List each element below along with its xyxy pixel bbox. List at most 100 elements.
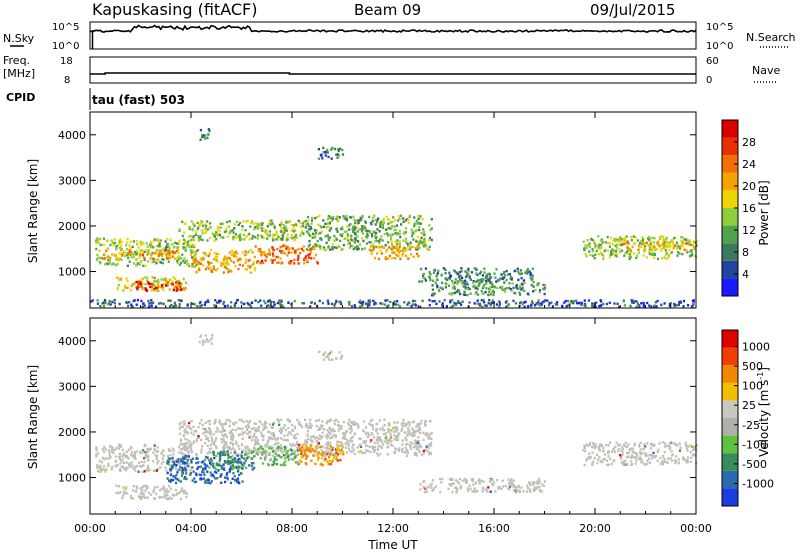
range-gate-cell bbox=[229, 481, 232, 485]
range-gate-cell bbox=[650, 442, 653, 446]
range-gate-cell bbox=[192, 470, 195, 473]
range-gate-cell bbox=[481, 490, 484, 493]
range-gate-cell bbox=[150, 253, 153, 256]
range-gate-cell bbox=[197, 461, 200, 464]
range-gate-cell bbox=[380, 446, 384, 450]
range-gate-cell bbox=[147, 249, 150, 252]
range-gate-cell bbox=[195, 438, 199, 441]
range-gate-cell bbox=[197, 235, 200, 238]
range-gate-cell bbox=[668, 444, 671, 447]
range-gate-cell bbox=[635, 456, 638, 459]
range-gate-cell bbox=[388, 423, 391, 426]
range-gate-cell bbox=[378, 241, 381, 245]
range-gate-cell bbox=[146, 251, 149, 255]
range-gate-cell bbox=[506, 304, 510, 307]
range-gate-cell bbox=[636, 239, 639, 242]
range-gate-cell bbox=[512, 489, 515, 492]
nave-tick-bottom: 0 bbox=[706, 75, 712, 86]
range-gate-cell bbox=[104, 263, 107, 266]
range-gate-cell bbox=[461, 276, 464, 280]
range-gate-cell bbox=[379, 452, 382, 456]
range-gate-cell bbox=[411, 442, 414, 445]
range-gate-cell bbox=[498, 300, 501, 303]
range-gate-cell bbox=[375, 430, 378, 433]
range-gate-cell bbox=[529, 483, 532, 487]
range-gate-cell bbox=[185, 430, 188, 434]
range-gate-cell bbox=[260, 253, 263, 257]
range-gate-cell bbox=[310, 247, 314, 250]
range-gate-cell bbox=[321, 431, 324, 434]
range-gate-cell bbox=[183, 446, 186, 450]
range-gate-cell bbox=[411, 427, 414, 430]
range-gate-cell bbox=[126, 492, 129, 495]
range-gate-cell bbox=[175, 464, 178, 467]
range-gate-cell bbox=[305, 440, 308, 444]
range-gate-cell bbox=[121, 455, 124, 458]
range-gate-cell bbox=[392, 302, 396, 306]
range-gate-cell bbox=[354, 237, 357, 240]
range-gate-cell bbox=[368, 445, 371, 449]
range-gate-cell bbox=[588, 245, 592, 249]
range-gate-cell bbox=[349, 431, 352, 434]
range-gate-cell bbox=[147, 260, 150, 263]
range-gate-cell bbox=[518, 489, 521, 492]
range-gate-cell bbox=[176, 282, 179, 285]
range-gate-cell bbox=[178, 302, 181, 306]
range-gate-cell bbox=[176, 458, 179, 461]
range-gate-cell bbox=[642, 305, 645, 308]
range-gate-cell bbox=[377, 245, 380, 248]
range-gate-cell bbox=[441, 304, 444, 308]
range-gate-cell bbox=[633, 252, 636, 255]
y-tick-label: 4000 bbox=[58, 129, 86, 142]
range-gate-cell bbox=[346, 242, 349, 246]
range-gate-cell bbox=[427, 446, 430, 449]
range-gate-cell bbox=[458, 478, 461, 481]
range-gate-cell bbox=[236, 427, 240, 430]
range-gate-cell bbox=[370, 439, 373, 442]
range-gate-cell bbox=[630, 463, 633, 467]
range-gate-cell bbox=[430, 486, 433, 489]
range-gate-cell bbox=[179, 440, 182, 443]
range-gate-cell bbox=[235, 461, 238, 464]
range-gate-cell bbox=[125, 469, 128, 472]
range-gate-cell bbox=[209, 471, 212, 474]
range-gate-cell bbox=[183, 466, 186, 469]
range-gate-cell bbox=[373, 450, 376, 453]
range-gate-cell bbox=[241, 431, 244, 434]
range-gate-cell bbox=[379, 249, 382, 252]
range-gate-cell bbox=[116, 288, 119, 291]
range-gate-cell bbox=[166, 237, 169, 241]
range-gate-cell bbox=[621, 446, 624, 449]
range-gate-cell bbox=[642, 303, 646, 306]
range-gate-cell bbox=[616, 302, 619, 305]
range-gate-cell bbox=[340, 302, 343, 306]
range-gate-cell bbox=[271, 247, 274, 250]
range-gate-cell bbox=[413, 439, 416, 442]
range-gate-cell bbox=[423, 421, 426, 424]
range-gate-cell bbox=[275, 442, 278, 445]
range-gate-cell bbox=[171, 243, 174, 246]
range-gate-cell bbox=[150, 493, 153, 496]
range-gate-cell bbox=[428, 276, 432, 280]
range-gate-cell bbox=[375, 439, 378, 442]
range-gate-cell bbox=[480, 280, 483, 283]
range-gate-cell bbox=[186, 241, 189, 244]
range-gate-cell bbox=[178, 422, 181, 426]
range-gate-cell bbox=[648, 250, 651, 253]
range-gate-cell bbox=[242, 220, 245, 223]
range-gate-cell bbox=[353, 304, 356, 307]
range-gate-cell bbox=[346, 236, 349, 239]
range-gate-cell bbox=[234, 458, 237, 462]
range-gate-cell bbox=[384, 256, 387, 259]
range-gate-cell bbox=[610, 236, 613, 239]
range-gate-cell bbox=[290, 444, 293, 448]
range-gate-cell bbox=[193, 244, 196, 247]
range-gate-cell bbox=[663, 240, 666, 244]
range-gate-cell bbox=[513, 484, 516, 487]
range-gate-cell bbox=[593, 445, 596, 448]
range-gate-cell bbox=[163, 249, 166, 252]
range-gate-cell bbox=[626, 252, 629, 255]
range-gate-cell bbox=[419, 222, 422, 225]
range-gate-cell bbox=[422, 449, 425, 453]
range-gate-cell bbox=[263, 425, 266, 428]
